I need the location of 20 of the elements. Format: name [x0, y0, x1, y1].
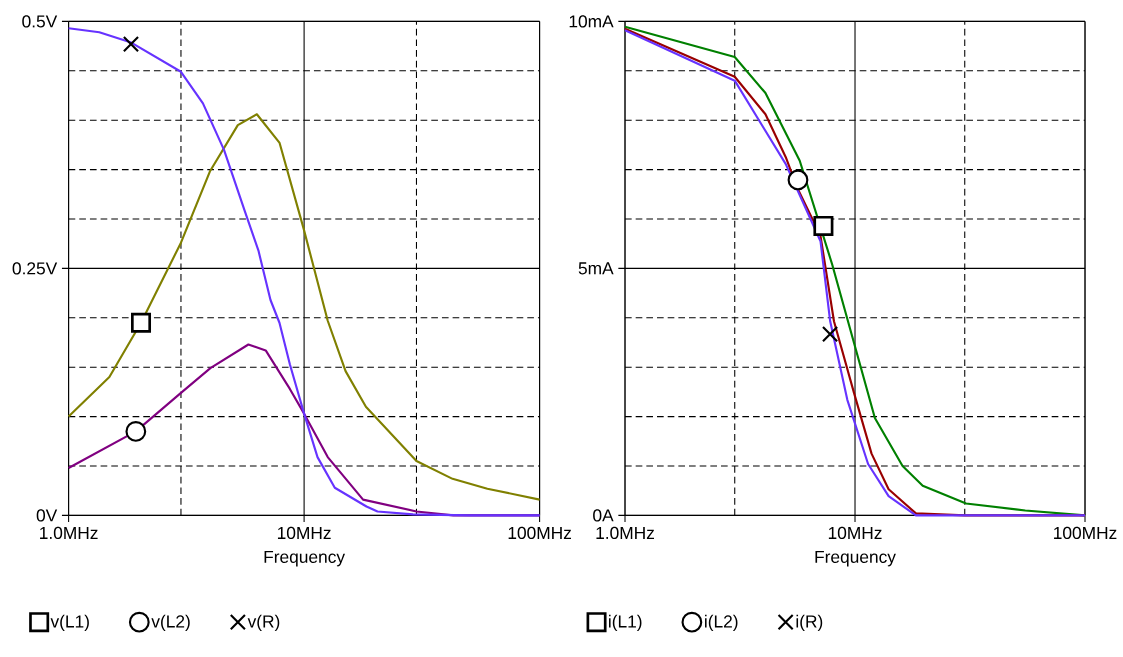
x-axis-title: Frequency: [264, 550, 346, 567]
legend-label: i(L2): [705, 614, 738, 632]
x-tick-label: 100MHz: [508, 526, 571, 540]
x-tick-label: 100MHz: [1054, 526, 1117, 540]
legend-label: v(L1): [50, 614, 89, 632]
y-tick-label: 0V: [36, 509, 58, 522]
x-tick-label: 10MHz: [828, 526, 882, 540]
x-tick-label: 1.0MHz: [40, 526, 98, 540]
x-tick-label: 1.0MHz: [596, 526, 654, 540]
y-tick-label: 5mA: [578, 262, 614, 275]
legend-label: i(R): [796, 614, 823, 632]
y-tick-label: 0.5V: [22, 15, 58, 28]
x-tick-label: 10MHz: [277, 526, 331, 540]
legend-label: v(R): [247, 614, 280, 632]
x-axis-title: Frequency: [815, 550, 896, 567]
legend-label: v(L2): [151, 614, 190, 632]
y-tick-label: 0.25V: [12, 262, 58, 275]
y-tick-label: 0A: [593, 509, 614, 522]
y-tick-label: 10mA: [569, 15, 614, 28]
legend-label: i(L1): [609, 614, 642, 632]
